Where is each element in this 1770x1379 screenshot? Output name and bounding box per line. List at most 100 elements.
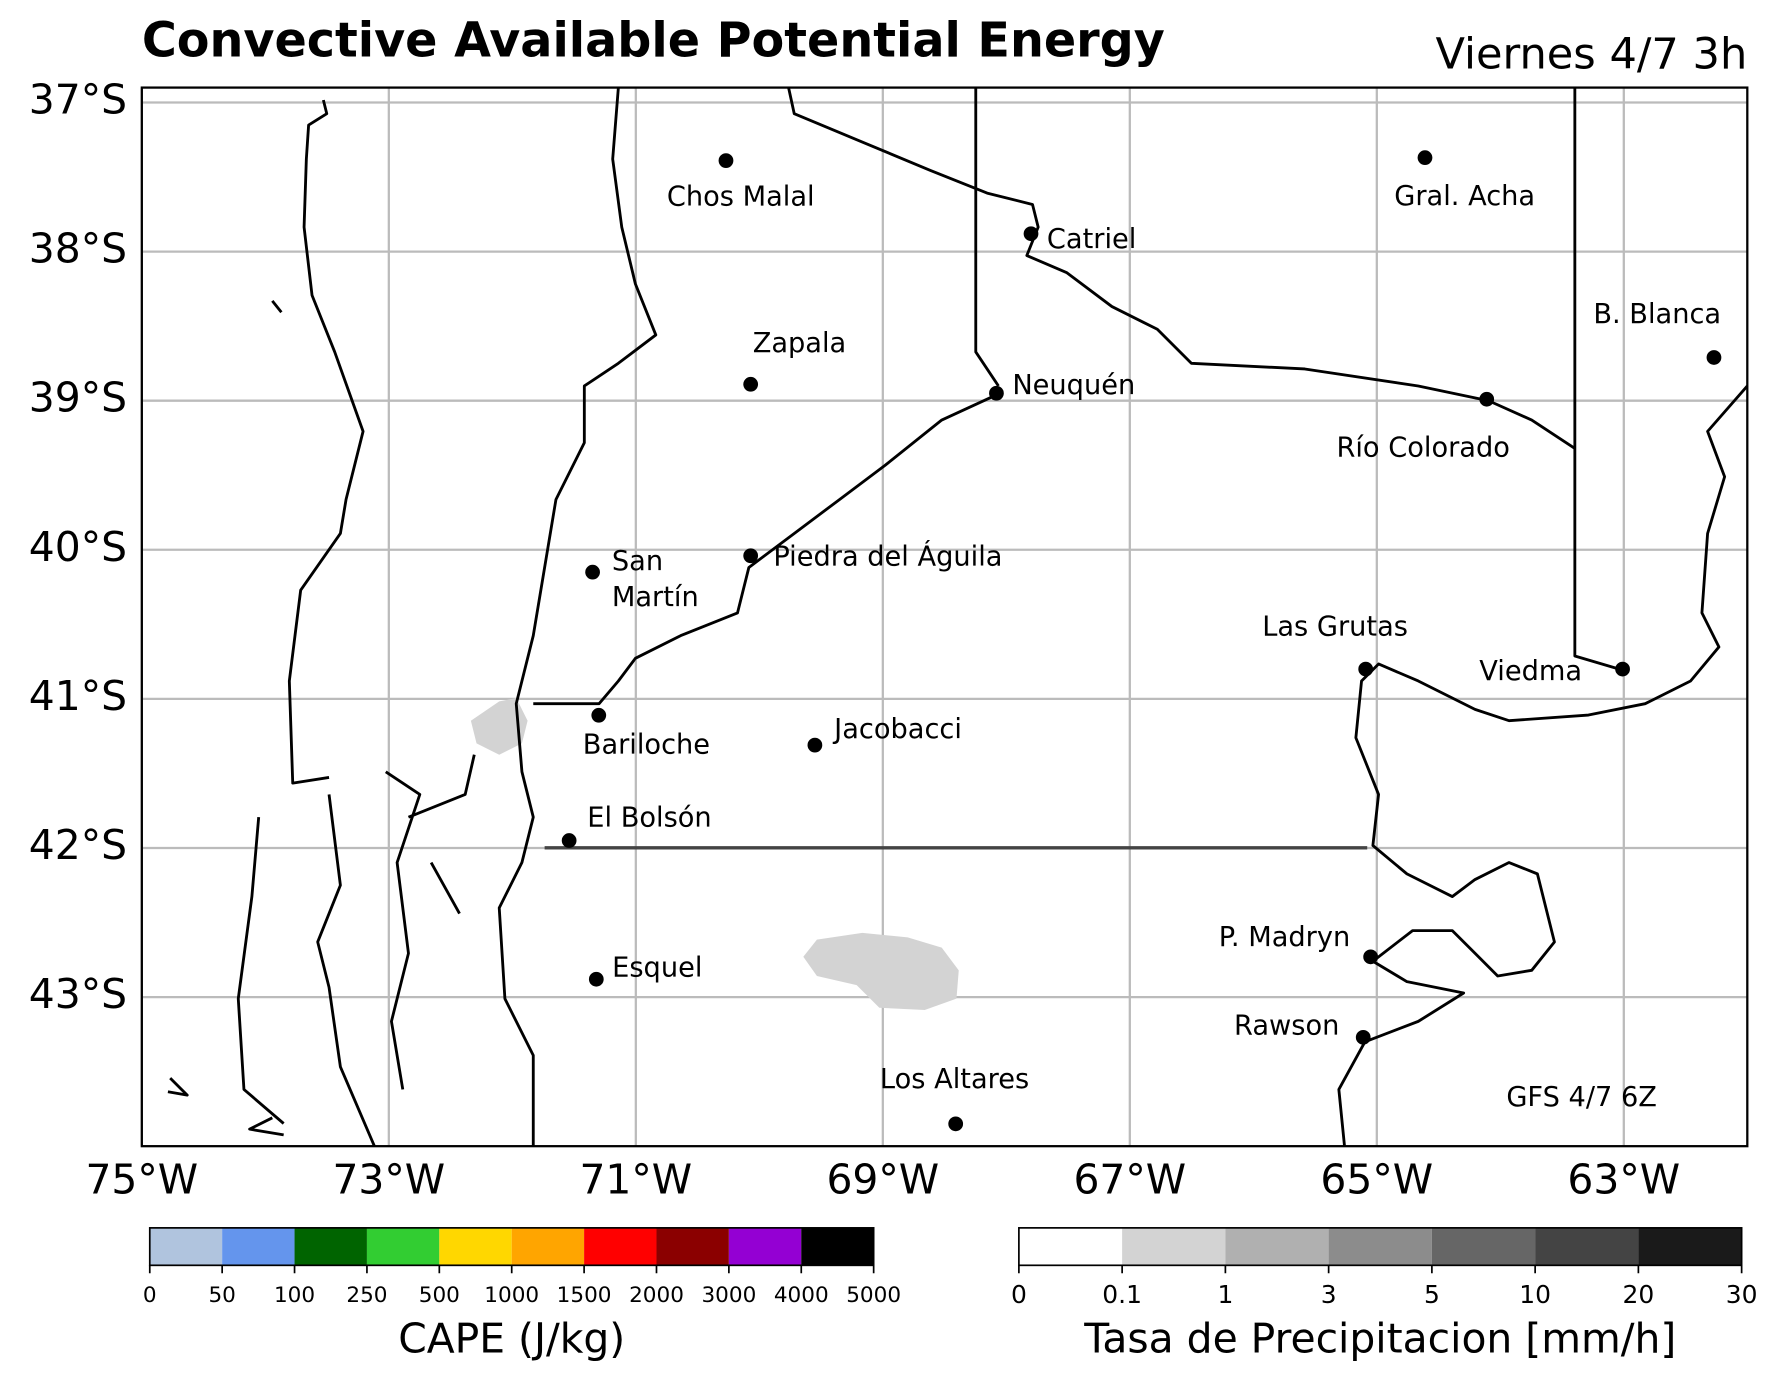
city-label: P. Madryn [1219,922,1350,953]
colorbar-tick-label: 10 [1519,1280,1551,1309]
city-label: Catriel [1047,224,1136,255]
city-label: Neuquén [1012,370,1135,401]
colorbar-segment [1122,1227,1226,1266]
city-label: Bariloche [583,729,710,760]
city-marker [1355,1029,1371,1045]
colorbar-segment [1225,1227,1329,1266]
colorbar-tick-label: 50 [208,1283,235,1308]
border [1573,87,1626,673]
colorbar-tick-label: 0 [1011,1280,1027,1309]
city-marker [588,971,604,987]
colorbar-frame [1018,1227,1743,1267]
border [974,87,1000,387]
city-marker [718,153,734,169]
city-marker [807,737,823,753]
colorbar-segment [801,1227,874,1266]
city-marker [585,564,600,580]
colorbar-segment [366,1227,440,1266]
colorbar-tick-label: 100 [274,1283,315,1308]
colorbar-segment [728,1227,802,1266]
x-tick-label: 67°W [1073,1155,1186,1203]
city-marker [948,1116,964,1132]
colorbar-tick-label: 250 [346,1283,387,1308]
city-marker [743,376,759,392]
colorbar-tick-label: 0 [143,1283,157,1308]
border [787,87,1576,450]
city-label: Los Altares [880,1064,1029,1095]
precip-area [470,698,528,755]
city-marker [561,833,577,848]
colorbars: 0 50 100 250 500 1000 1500 2000 3000 4000 5000CAPE… [143,1227,1758,1362]
colorbar-tick-label: 5000 [846,1283,901,1308]
valid-time: Viernes 4/7 3h [1435,29,1747,79]
colorbar-tick-label: 3000 [701,1283,756,1308]
city-label: Gral. Acha [1394,181,1535,212]
x-tick-label: 71°W [579,1155,692,1203]
cities: Chos Malal Gral. Acha Catriel B. Blanca Zapa… [561,150,1722,1132]
colorbar-segment [1638,1227,1742,1266]
city-label: Chos Malal [667,182,815,213]
colorbar-segment [656,1227,729,1266]
city-marker [1023,226,1039,242]
city-marker [743,548,759,564]
colorbar-tick-label: 1000 [484,1283,539,1308]
colorbar-segment [584,1227,657,1266]
y-tick-label: 43°S [29,970,127,1018]
colorbar-segment [222,1227,295,1266]
colorbar-segment [1328,1227,1432,1266]
colorbar-segment [149,1227,223,1266]
colorbar-segment [1018,1227,1123,1266]
city-label: San Martín [612,545,699,612]
coastline [287,99,365,785]
x-tick-label: 73°W [332,1155,445,1203]
colorbar-segment [1535,1227,1639,1266]
x-tick-label: 65°W [1320,1155,1433,1203]
y-tick-label: 38°S [29,225,127,273]
colorbar-tick-label: 500 [419,1283,460,1308]
x-tick-label: 63°W [1567,1155,1680,1203]
coastline [1337,385,1749,1147]
colorbar-tick-label: 3 [1321,1280,1337,1309]
colorbar-tick-label: 0.1 [1102,1280,1142,1309]
city-marker [1479,391,1495,407]
x-tick-label: 75°W [85,1155,198,1203]
colorbar-segment [294,1227,367,1266]
coastline [167,754,476,1147]
city-marker [989,385,1004,401]
border [497,87,658,1147]
axis-labels: 75°W 73°W 71°W 69°W 67°W 65°W 63°W 37°S 38°S 39°S… [29,75,1680,1203]
city-label: Rawson [1234,1011,1339,1042]
city-label: Las Grutas [1262,612,1408,643]
colorbar-segment [1431,1227,1536,1266]
colorbar-label: CAPE (J/kg) [398,1314,625,1362]
city-label: Piedra del Águila [773,541,1002,573]
title: Convective Available Potential Energy [142,13,1165,68]
city-label: Zapala [753,328,847,359]
map-frame [140,86,1749,1148]
city-label: Río Colorado [1336,433,1509,464]
geography [167,87,1749,1147]
city-label: B. Blanca [1593,299,1721,330]
precip-areas [470,698,959,1011]
city-marker [1358,661,1374,677]
y-tick-label: 41°S [29,672,127,720]
border [533,392,1000,706]
y-tick-label: 42°S [29,821,127,869]
city-marker [591,707,607,723]
x-tick-label: 69°W [826,1155,939,1203]
colorbar-tick-label: 1500 [557,1283,612,1308]
city-label: El Bolsón [587,802,711,833]
colorbar-tick-label: 5 [1424,1280,1440,1309]
city-label: Esquel [612,952,702,983]
y-tick-label: 40°S [29,523,127,571]
city-marker [1706,350,1722,365]
colorbar-tick-label: 1 [1217,1280,1233,1309]
y-tick-label: 39°S [29,374,127,422]
city-label: Jacobacci [832,714,962,745]
city-marker [1363,949,1379,965]
colorbar-tick-label: 2000 [629,1283,684,1308]
city-marker [1417,150,1433,166]
y-tick-label: 37°S [29,75,127,123]
city-label: Viedma [1479,656,1582,687]
